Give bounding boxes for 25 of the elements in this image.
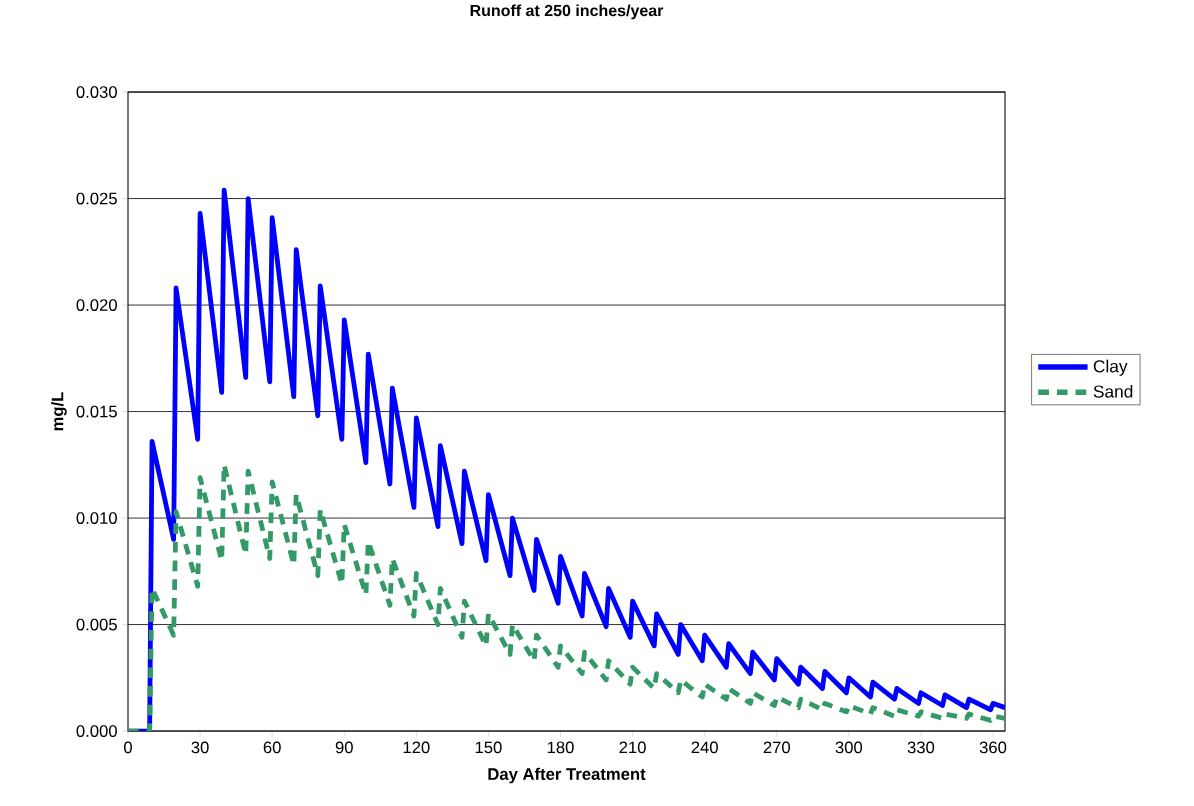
x-tick-label: 360 — [979, 741, 1007, 754]
x-tick-label: 240 — [691, 741, 718, 754]
x-tick-label: 210 — [619, 741, 646, 754]
x-tick-label: 330 — [907, 741, 935, 754]
x-tick-label: 90 — [335, 741, 353, 754]
x-tick-label: 270 — [763, 741, 790, 754]
x-tick-label: 150 — [475, 741, 502, 754]
y-tick-label: 0.010 — [76, 512, 117, 524]
legend-label: Clay — [1093, 359, 1128, 376]
y-tick-label: 0.025 — [76, 192, 117, 205]
x-tick-label: 300 — [835, 741, 863, 754]
legend-label: Sand — [1093, 384, 1133, 398]
y-axis-title: mg/L — [51, 392, 67, 431]
x-tick-label: 0 — [124, 741, 132, 754]
chart-title: Runoff at 250 inches/year — [470, 4, 664, 20]
x-tick-label: 30 — [191, 741, 209, 754]
y-tick-label: 0.020 — [76, 299, 117, 311]
x-tick-label: 60 — [263, 741, 281, 754]
y-tick-label: 0.015 — [76, 405, 117, 418]
y-tick-label: 0.030 — [76, 86, 117, 98]
x-axis-title: Day After Treatment — [488, 767, 646, 784]
x-tick-label: 180 — [547, 741, 574, 754]
x-tick-label: 120 — [403, 741, 430, 754]
y-tick-label: 0.000 — [76, 725, 117, 737]
y-tick-label: 0.005 — [76, 618, 117, 631]
